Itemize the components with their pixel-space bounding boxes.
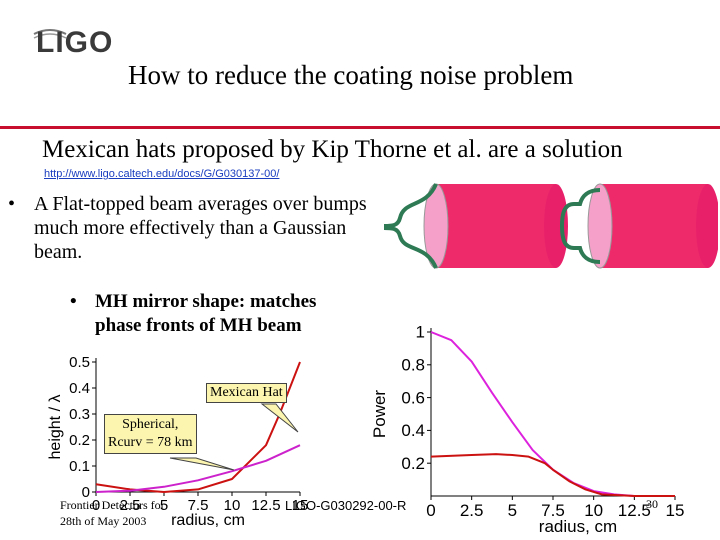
y-axis-label: height / λ	[47, 395, 64, 460]
bullet-marker: •	[70, 291, 77, 312]
series-line-2	[430, 453, 675, 497]
y-tick-label: 0.1	[69, 458, 90, 475]
callout-spherical-line2: Rcurv = 78 km	[108, 435, 193, 450]
bullet-marker: •	[8, 193, 16, 215]
x-tick-label: 7.5	[188, 497, 209, 514]
x-tick-label: 5	[508, 501, 517, 520]
page-number: 30	[646, 497, 658, 511]
x-tick-label: 12.5	[251, 497, 280, 514]
callout-mexican-hat: Mexican Hat	[206, 383, 287, 403]
x-tick-label: 12.5	[618, 501, 651, 520]
y-tick-label: 1	[416, 323, 425, 342]
beam-illustration	[383, 183, 718, 269]
x-axis-label: radius, cm	[171, 512, 245, 529]
x-tick-label: 0	[426, 501, 435, 520]
series-line-1	[430, 331, 675, 497]
y-tick-label: 0.6	[401, 388, 425, 407]
mirror-shape-chart: 0 2.5 5 7.5 10 12.5 15 0 0.1 0.2 0.3 0.4 0.5 radius, …	[47, 354, 309, 529]
footer-doc-id: LIGO-G030292-00-R	[285, 498, 407, 513]
power-profile-chart: 0 2.5 5 7.5 10 12.5 15 0.2 0.4 0.6 0.8 1 radius, cm P…	[370, 323, 685, 536]
y-tick-label: 0.3	[69, 406, 90, 423]
x-tick-label: 0	[92, 497, 100, 514]
y-tick-label: 0.2	[69, 432, 90, 449]
x-tick-label: 15	[292, 497, 309, 514]
footer-left-line2: 28th of May 2003	[60, 514, 147, 528]
title-divider	[0, 126, 720, 129]
reference-link[interactable]: http://www.ligo.caltech.edu/docs/G/G0301…	[44, 168, 280, 180]
mexican-hat-beam-cylinder	[559, 183, 718, 269]
ligo-logo	[33, 29, 67, 39]
bullet-text: MH mirror shape: matches phase fronts of…	[95, 291, 317, 336]
x-tick-label: 10	[224, 497, 241, 514]
callout-spherical-line1: Spherical,	[122, 417, 179, 432]
y-tick-label: 0.4	[69, 380, 90, 397]
x-tick-label: 7.5	[541, 501, 565, 520]
y-axis-label: Power	[370, 390, 389, 439]
series-line-2	[95, 444, 301, 493]
gaussian-profile	[383, 183, 438, 269]
x-tick-label: 2.5	[120, 497, 141, 514]
y-tick-label: 0	[82, 484, 90, 501]
gaussian-beam-cylinder	[383, 183, 568, 269]
x-axis-label: radius, cm	[539, 517, 617, 536]
y-tick-label: 0.5	[69, 354, 90, 371]
bullet-text: A Flat-topped beam averages over bumps m…	[34, 193, 367, 263]
y-tick-label: 0.8	[401, 355, 425, 374]
y-tick-label: 0.2	[401, 454, 425, 473]
slide-title: How to reduce the coating noise problem	[128, 60, 574, 90]
logo-text: LIGO	[36, 26, 114, 59]
y-tick-label: 0.4	[401, 421, 425, 440]
x-tick-label: 10	[584, 501, 603, 520]
callout-spherical: Spherical, Rcurv = 78 km	[104, 414, 197, 454]
x-tick-label: 2.5	[460, 501, 484, 520]
mexican-hat-profile	[559, 188, 601, 264]
footer-left: Frontier Detectors for 28th of May 2003	[60, 497, 165, 529]
x-tick-label: 5	[160, 497, 168, 514]
footer-left-line1: Frontier Detectors for	[60, 498, 165, 512]
x-tick-label: 15	[666, 501, 685, 520]
slide-subtitle: Mexican hats proposed by Kip Thorne et a…	[42, 136, 623, 163]
